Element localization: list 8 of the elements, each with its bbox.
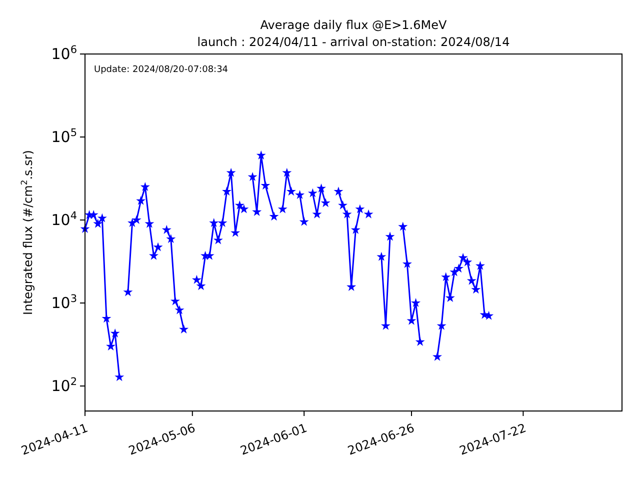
- y-tick-label: 10$^{3}$: [51, 293, 77, 312]
- y-tick-label: 10$^{6}$: [51, 44, 78, 63]
- y-tick-label: 10$^{2}$: [51, 376, 77, 396]
- y-tick-label: 10$^{4}$: [51, 210, 78, 230]
- chart-title: Average daily flux @E>1.6MeV: [260, 18, 448, 32]
- annotation: Update: 2024/08/20-07:08:34: [94, 65, 228, 75]
- chart-subtitle: launch : 2024/04/11 - arrival on-station: 2024/08/14: [197, 35, 510, 49]
- y-tick-label: 10$^{5}$: [51, 127, 77, 146]
